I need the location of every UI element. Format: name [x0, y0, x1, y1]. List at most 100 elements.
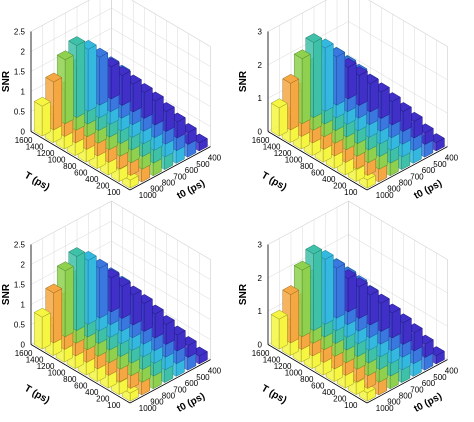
z-axis-label: t0 (ps) — [412, 391, 444, 415]
y-tick-label: 1 — [258, 94, 263, 103]
bar-face-front — [132, 79, 142, 113]
bar-face-top — [68, 247, 86, 257]
bar-face-front — [64, 265, 74, 338]
y-tick-label: 2 — [21, 48, 26, 57]
y-tick-label: 0 — [21, 128, 26, 137]
grid-line — [348, 54, 448, 114]
z-axis-line — [129, 146, 211, 191]
bar-face-front — [369, 78, 379, 113]
z-tick-label: 1000 — [139, 404, 157, 413]
grid-line — [348, 21, 448, 81]
bar-face-front — [41, 101, 51, 137]
bar-face-top — [56, 50, 74, 61]
x-tick-label: 400 — [85, 175, 99, 184]
bar-face-front — [324, 254, 334, 325]
y-tick-label: 0 — [21, 341, 26, 350]
y-tick-label: 1.5 — [14, 68, 26, 77]
z-tick-label: 800 — [162, 179, 176, 188]
x-tick-label: 600 — [311, 168, 325, 177]
bar-face-front — [110, 62, 120, 100]
bar-face-top — [45, 72, 63, 83]
x-tick-label: 1200 — [37, 362, 55, 371]
bar-face-front — [110, 273, 120, 313]
y-tick-label: 2 — [21, 261, 26, 270]
bar-face-front — [154, 96, 164, 126]
bar-face-top — [293, 260, 311, 271]
y-axis-label: SNR — [1, 283, 12, 305]
z-tick-label: 600 — [185, 379, 199, 388]
bar-face-top — [282, 285, 300, 295]
z-tick-label: 500 — [433, 160, 447, 169]
z-tick-label: 700 — [410, 385, 424, 394]
z-tick-label: 800 — [162, 392, 176, 401]
y-tick-label: 0.5 — [14, 321, 26, 330]
grid-line — [111, 7, 211, 67]
x-axis-line — [30, 344, 131, 404]
grid-line — [348, 234, 448, 294]
x-tick-label: 100 — [107, 401, 121, 410]
z-axis-line — [366, 146, 448, 191]
z-tick-label: 900 — [387, 398, 401, 407]
bar-T1600-t0-1000 — [270, 309, 288, 350]
z-tick-label: 800 — [399, 392, 413, 401]
x-tick-label: 1400 — [26, 142, 44, 151]
bar-face-front — [121, 281, 131, 319]
x-tick-label: 1000 — [285, 368, 303, 377]
z-tick-label: 600 — [422, 379, 436, 388]
x-tick-label: 1600 — [252, 136, 270, 145]
grid-line — [111, 220, 211, 280]
bar-face-front — [278, 102, 288, 137]
y-tick-label: 2.5 — [14, 28, 26, 37]
x-tick-label: 200 — [96, 394, 110, 403]
z-axis-label: t0 (ps) — [412, 178, 444, 202]
bar-face-front — [121, 70, 131, 106]
z-tick-label: 1000 — [376, 191, 394, 200]
x-tick-label: 1000 — [285, 155, 303, 164]
x-axis-label: T (ps) — [22, 383, 51, 406]
bar-face-side — [33, 312, 43, 350]
x-tick-label: 600 — [74, 168, 88, 177]
y-axis-label: SNR — [238, 70, 249, 92]
bar-face-front — [76, 251, 86, 332]
bar-face-front — [347, 62, 357, 100]
bar-face-top — [33, 96, 51, 107]
bar-face-front — [358, 281, 368, 319]
y-tick-label: 3 — [258, 28, 263, 37]
bar-face-front — [290, 289, 300, 344]
grid-line — [30, 220, 112, 265]
bar-face-front — [336, 51, 346, 106]
chart-panel-2: 0123SNR1600140012001000800600400200100T … — [238, 0, 459, 202]
x-tick-label: 800 — [63, 162, 77, 171]
bar-face-top — [33, 307, 51, 318]
bar-face-front — [301, 265, 311, 338]
z-tick-label: 900 — [150, 185, 164, 194]
grid-line — [111, 200, 211, 260]
bar-face-front — [53, 288, 63, 344]
chart-panel-1: 00.511.522.5SNR1600140012001000800600400… — [1, 0, 222, 202]
bar-face-top — [68, 36, 86, 46]
z-axis-line — [129, 359, 211, 404]
grid-line — [30, 200, 112, 245]
bar-face-front — [313, 37, 323, 119]
bar-face-front — [358, 70, 368, 106]
grid-line — [111, 260, 211, 320]
grid-line — [131, 0, 211, 47]
bar-face-front — [99, 52, 109, 106]
bar-face-front — [87, 44, 97, 112]
z-tick-label: 600 — [422, 166, 436, 175]
z-tick-label: 400 — [445, 367, 459, 376]
grid-line — [368, 0, 448, 47]
y-tick-label: 0 — [258, 341, 263, 350]
bar-face-front — [64, 54, 74, 125]
grid-line — [30, 0, 90, 32]
bar-face-front — [53, 77, 63, 131]
x-tick-label: 1600 — [15, 136, 33, 145]
x-tick-label: 1600 — [15, 349, 33, 358]
bar-face-front — [290, 78, 300, 131]
y-tick-label: 0 — [258, 128, 263, 137]
x-tick-label: 600 — [74, 381, 88, 390]
grid-line — [111, 47, 211, 107]
grid-line — [267, 0, 327, 32]
x-tick-label: 600 — [311, 381, 325, 390]
x-tick-label: 400 — [322, 388, 336, 397]
